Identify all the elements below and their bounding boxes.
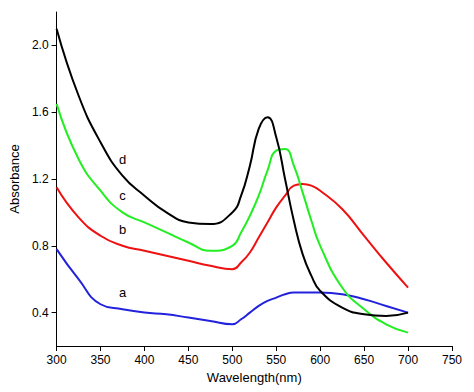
svg-text:300: 300 — [47, 353, 67, 367]
svg-text:a: a — [119, 285, 127, 300]
svg-text:c: c — [119, 188, 126, 203]
svg-text:1.6: 1.6 — [32, 105, 49, 119]
svg-text:d: d — [119, 152, 126, 167]
svg-text:500: 500 — [222, 353, 242, 367]
svg-text:1.2: 1.2 — [32, 172, 49, 186]
svg-text:600: 600 — [310, 353, 330, 367]
svg-text:550: 550 — [266, 353, 286, 367]
svg-text:450: 450 — [178, 353, 198, 367]
svg-text:700: 700 — [398, 353, 418, 367]
svg-text:Absorbance: Absorbance — [7, 144, 22, 213]
svg-text:400: 400 — [134, 353, 154, 367]
svg-text:b: b — [119, 222, 126, 237]
svg-text:Wavelength(nm): Wavelength(nm) — [207, 370, 302, 385]
svg-text:0.8: 0.8 — [32, 239, 49, 253]
svg-text:650: 650 — [354, 353, 374, 367]
svg-text:2.0: 2.0 — [32, 38, 49, 52]
svg-text:750: 750 — [442, 353, 462, 367]
svg-text:350: 350 — [91, 353, 111, 367]
svg-text:0.4: 0.4 — [32, 306, 49, 320]
